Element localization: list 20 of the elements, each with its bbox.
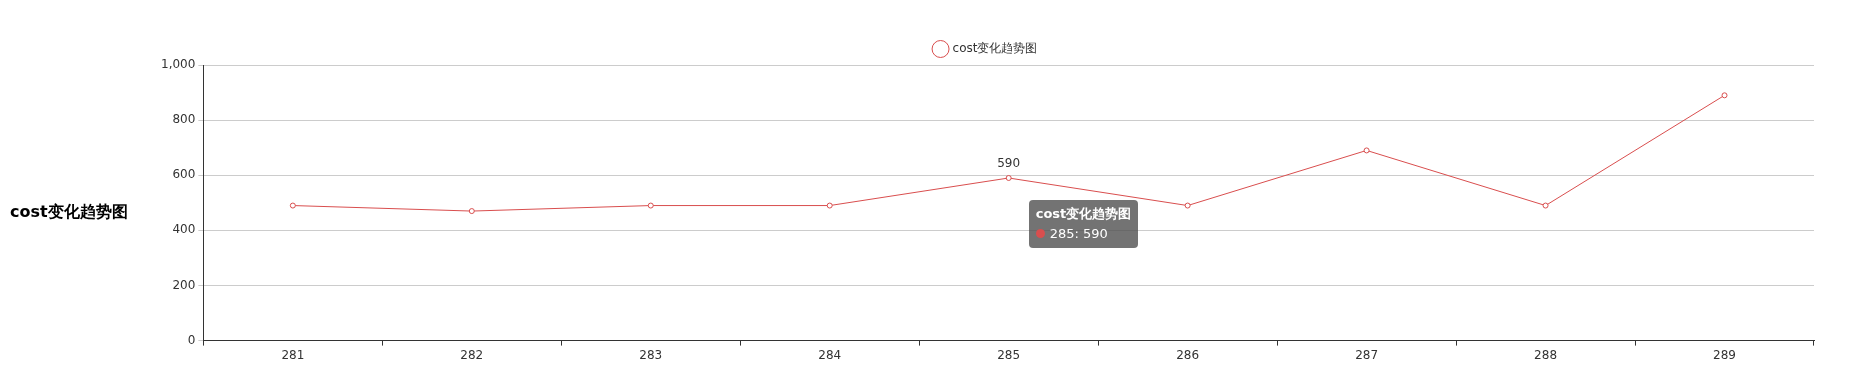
y-tick-label: 600 <box>172 167 196 182</box>
text: cost变化趋势图 <box>1035 205 1132 221</box>
annotation: 285: 590 <box>1049 225 1108 241</box>
x-tick-label: 288 <box>1534 347 1558 362</box>
x-tick-label: 285 <box>997 347 1021 362</box>
y-tick-label: 800 <box>172 112 196 127</box>
x-tick-label: 286 <box>1176 347 1200 362</box>
y-tick-label: 200 <box>172 277 196 292</box>
y-tick-label: 0 <box>187 332 196 347</box>
text: cost变化趋势图 <box>10 201 128 221</box>
y-tick-label: 1,000 <box>160 57 196 72</box>
x-tick-label: 289 <box>1713 347 1736 362</box>
x-tick-label: 287 <box>1355 347 1379 362</box>
legend-label: cost变化趋势图 <box>952 41 1038 56</box>
y-tick-label: 400 <box>172 222 196 237</box>
x-tick-label: 282 <box>460 347 484 362</box>
x-tick-label: 281 <box>281 347 305 362</box>
x-tick-label: 283 <box>639 347 663 362</box>
x-tick-label: 284 <box>818 347 842 362</box>
data-label: 590 <box>997 156 1021 171</box>
